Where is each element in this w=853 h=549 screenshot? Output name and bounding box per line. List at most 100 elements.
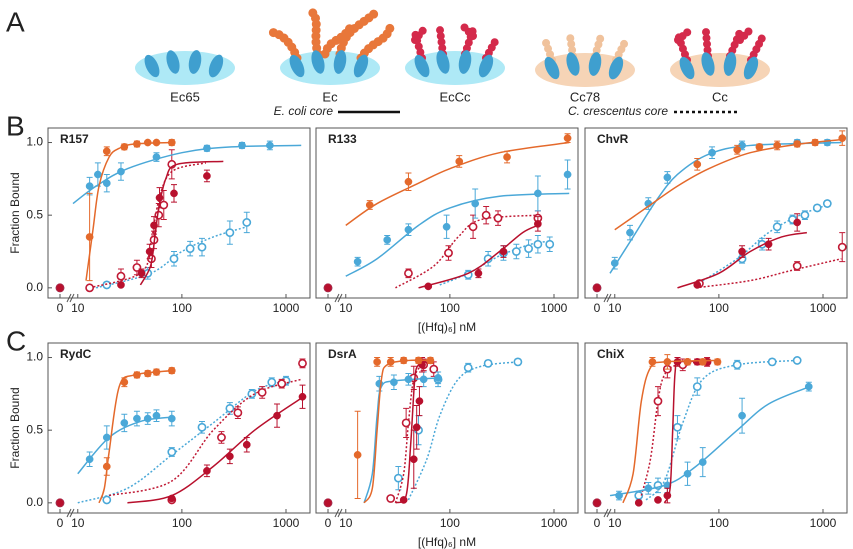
data-point [103,281,110,288]
fit-line [610,143,841,274]
figure: A B C [0,0,853,549]
data-point [405,270,412,277]
x-tick-label: 10 [71,516,85,530]
y-axis-label: Fraction Bound [8,172,22,253]
x-tick-label: 10 [339,301,353,315]
plot-frame [316,343,578,513]
data-point [121,379,128,386]
data-point [564,171,571,178]
data-point [354,258,361,265]
data-point [593,499,600,506]
data-point [664,358,671,365]
data-point [403,419,410,426]
data-point [824,200,831,207]
complex-label: Ec [322,89,338,104]
data-point [387,495,394,502]
x-tick-label: 100 [172,301,192,315]
data-point [805,383,812,390]
y-tick-label: 0.0 [26,280,43,294]
data-point [649,358,656,365]
data-point [593,284,600,291]
x-tick-label: 10 [608,301,622,315]
data-point [734,146,741,153]
complex-label: Ec65 [170,89,200,104]
data-point [226,229,233,236]
x-tick-label: 100 [440,301,460,315]
data-point [117,281,124,288]
complex-ec65 [135,49,235,85]
data-point [187,245,194,252]
data-point [103,434,110,441]
data-point [400,357,407,364]
x-tick-label: 1000 [810,301,837,315]
data-point [615,492,622,499]
data-point [420,376,427,383]
data-point [626,229,633,236]
data-point [133,371,140,378]
data-point [699,358,706,365]
x-tick-label: 1000 [273,301,300,315]
data-point [494,214,501,221]
data-point [86,456,93,463]
data-point [156,194,163,201]
data-point [413,424,420,431]
data-point [203,145,210,152]
core-label: E. coli core [274,104,334,118]
data-point [384,236,391,243]
data-point [684,358,691,365]
fit-line [419,225,538,287]
data-point [443,223,450,230]
data-point [654,496,661,503]
data-point [801,212,808,219]
data-point [203,172,210,179]
data-point [170,255,177,262]
data-point [425,283,432,290]
data-point [144,370,151,377]
data-point [472,200,479,207]
plot-title: ChiX [597,347,624,361]
data-point [546,241,553,248]
fit-line [364,378,440,503]
data-point [664,174,671,181]
x-tick-label: 100 [709,301,729,315]
x-tick-label: 10 [339,516,353,530]
x-tick-label: 10 [608,516,622,530]
data-point [513,248,520,255]
data-point [103,463,110,470]
data-point [434,374,441,381]
plot-frame [316,128,578,298]
data-point [765,241,772,248]
data-point [416,398,423,405]
data-point [738,412,745,419]
data-point [814,204,821,211]
data-point [168,415,175,422]
data-point [794,219,801,226]
data-point [684,470,691,477]
y-tick-label: 0.5 [26,422,43,436]
data-point [226,453,233,460]
data-point [150,222,157,229]
data-point [475,270,482,277]
data-point [645,485,652,492]
data-point [144,415,151,422]
data-point [812,139,819,146]
plot-frame [48,343,310,513]
data-point [86,233,93,240]
data-point [756,143,763,150]
data-point [611,260,618,267]
data-point [500,248,507,255]
data-point [410,456,417,463]
data-point [839,244,846,251]
data-point [714,358,721,365]
data-point [170,190,177,197]
plot-title: R133 [328,132,357,146]
data-point [564,135,571,142]
data-point [153,153,160,160]
data-point [400,496,407,503]
data-point [794,357,801,364]
data-point [734,361,741,368]
y-axis-label: Fraction Bound [8,387,22,468]
data-point [198,424,205,431]
data-point [485,360,492,367]
data-point [534,241,541,248]
